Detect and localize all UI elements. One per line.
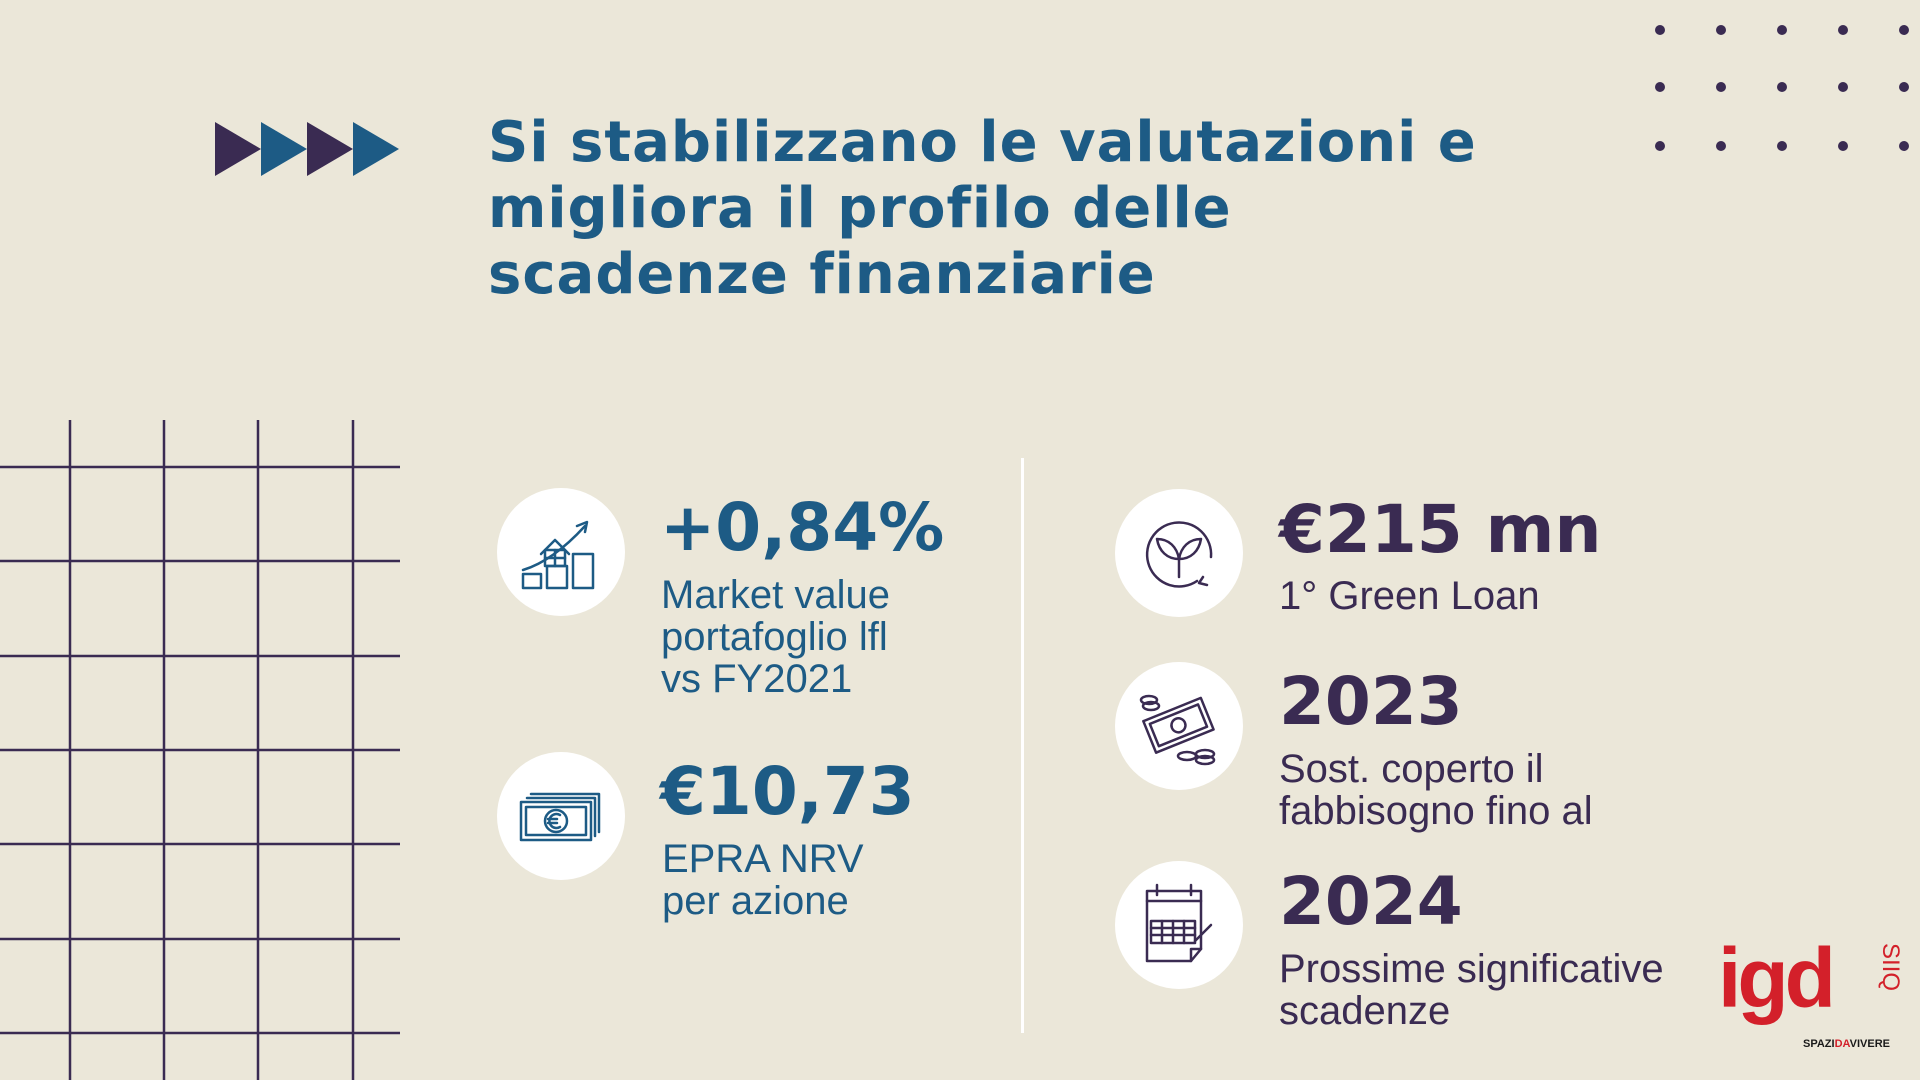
kpi-icon-wrapper [497,752,625,880]
kpi-value: +0,84% [660,489,945,566]
title-line: migliora il profilo delle [488,176,1232,241]
euro-banknotes-icon [519,792,601,842]
kpi-label-line: vs FY2021 [661,657,853,701]
logo-tagline-c: VIVERE [1850,1038,1890,1050]
house-growth-chart-icon [521,520,595,590]
igd-logo: igd SIIQ SPAZIDAVIVERE [1718,935,1904,1050]
kpi-value: €215 mn [1279,491,1602,568]
kpi-label-line: EPRA NRV [662,837,864,881]
grid-decoration-icon [0,420,400,1080]
kpi-icon-wrapper [497,488,625,616]
money-coins-icon [1139,694,1216,766]
arrows-decoration-icon [215,122,399,176]
kpi-label-line: Prossime significative [1279,947,1664,991]
kpi-icon-wrapper [1115,662,1243,790]
kpi-label-line: fabbisogno fino al [1279,789,1593,833]
kpi-label-line: per azione [662,879,849,923]
kpi-icon-wrapper [1115,489,1243,617]
green-leaf-cycle-icon [1145,521,1213,588]
kpi-label: Prossime significative scadenze [1279,948,1664,1032]
title-line: Si stabilizzano le valutazioni e [488,110,1477,175]
kpi-label-line: 1° Green Loan [1279,574,1540,618]
title-line: scadenze finanziarie [488,242,1156,307]
logo-tagline: SPAZIDAVIVERE [1803,1038,1890,1050]
logo-suffix: SIIQ [1877,943,1904,991]
kpi-label-line: Sost. coperto il [1279,747,1544,791]
kpi-value: 2024 [1279,863,1463,940]
logo-brand: igd [1718,935,1832,1025]
kpi-label-line: portafoglio lfl [661,615,888,659]
logo-tagline-b: DA [1835,1038,1851,1050]
kpi-label: Market value portafoglio lfl vs FY2021 [661,574,890,700]
kpi-label-line: scadenze [1279,989,1451,1033]
kpi-label: 1° Green Loan [1279,575,1540,617]
kpi-value: 2023 [1279,663,1463,740]
logo-tagline-a: SPAZI [1803,1038,1835,1050]
kpi-label-line: Market value [661,573,890,617]
kpi-value: €10,73 [660,753,915,830]
column-divider [1021,458,1024,1033]
dots-decoration-icon [1655,25,1909,151]
kpi-label: EPRA NRV per azione [662,838,864,922]
calendar-icon [1145,883,1213,963]
kpi-label: Sost. coperto il fabbisogno fino al [1279,748,1593,832]
kpi-icon-wrapper [1115,861,1243,989]
page-title: Si stabilizzano le valutazioni e miglior… [488,110,1588,308]
